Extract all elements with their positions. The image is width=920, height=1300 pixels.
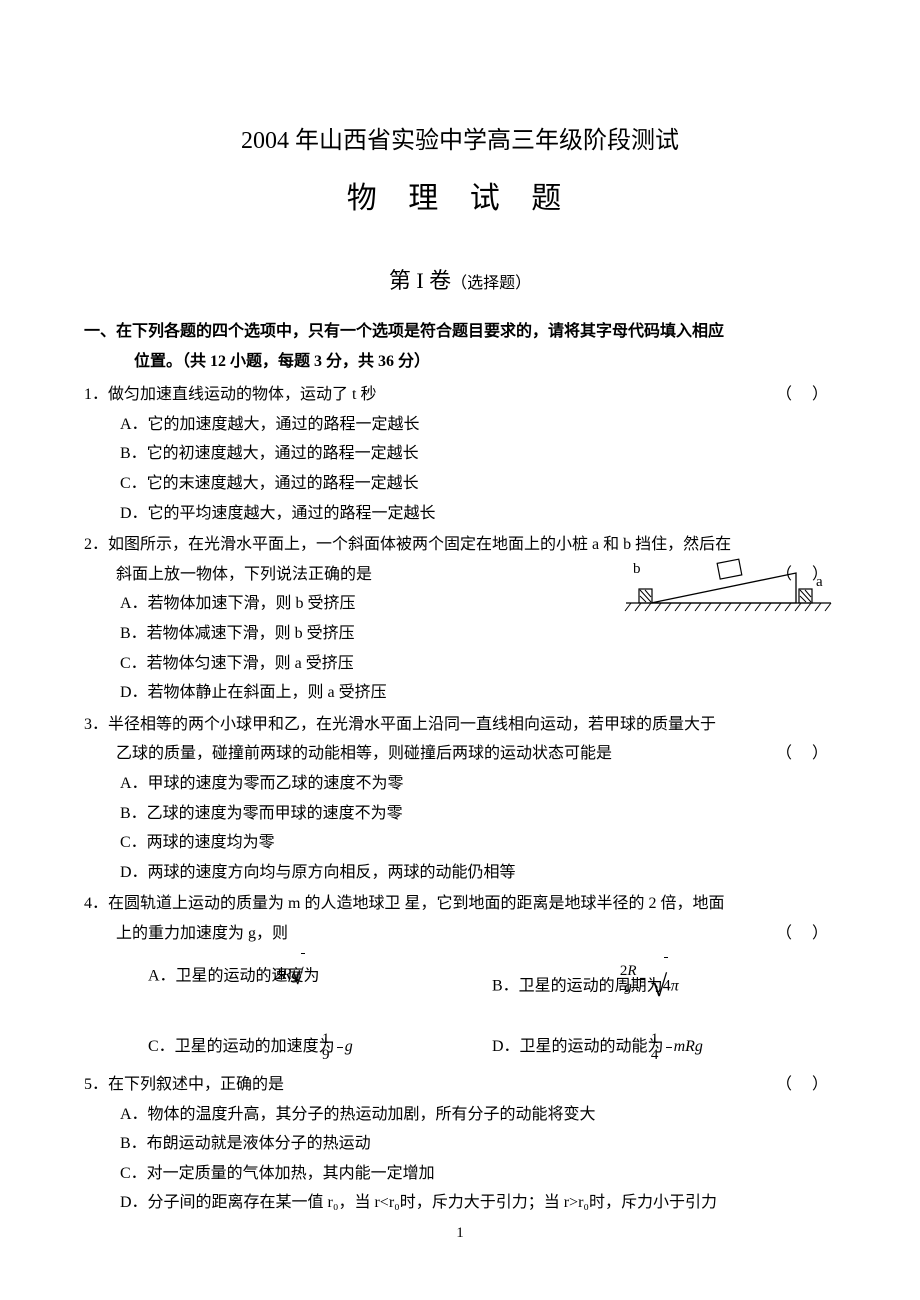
q1-paren: （ ） xyxy=(808,380,836,410)
q5-num: 5． xyxy=(84,1076,108,1093)
q3-opt-b: B．乙球的速度为零而甲球的速度不为零 xyxy=(84,799,836,829)
q2-figure: b a xyxy=(621,553,836,620)
question-1: 1．做匀加速直线运动的物体，运动了 t 秒 （ ） A．它的加速度越大，通过的路… xyxy=(84,380,836,528)
q3-text1: 半径相等的两个小球甲和乙，在光滑水平面上沿同一直线相向运动，若甲球的质量大于 xyxy=(108,716,716,733)
q4-paren: （ ） xyxy=(776,919,836,949)
q1-stem: 1．做匀加速直线运动的物体，运动了 t 秒 （ ） xyxy=(84,380,836,410)
question-5: 5．在下列叙述中，正确的是 （ ） A．物体的温度升高，其分子的热运动加剧，所有… xyxy=(84,1070,836,1218)
exam-page: 2004 年山西省实验中学高三年级阶段测试 物 理 试 题 第 I 卷（选择题）… xyxy=(0,0,920,1300)
q3-paren: （ ） xyxy=(776,739,836,769)
q4-stem-cont: 上的重力加速度为 g，则 （ ） xyxy=(84,919,836,949)
q5-opt-a: A．物体的温度升高，其分子的热运动加剧，所有分子的动能将变大 xyxy=(84,1100,836,1130)
q4-text2: 上的重力加速度为 g，则 xyxy=(116,925,288,942)
q2-text1: 如图所示，在光滑水平面上，一个斜面体被两个固定在地面上的小桩 a 和 b 挡住，… xyxy=(108,536,731,553)
section-header: 第 I 卷（选择题） xyxy=(84,263,836,295)
q4-opt-b: B．卫星的运动的周期为4π√2Rg xyxy=(492,948,836,1026)
q5-opt-c: C．对一定质量的气体加热，其内能一定增加 xyxy=(84,1159,836,1189)
q4c-tail: g xyxy=(345,1038,353,1055)
q4-row-cd: C．卫星的运动的加速度为19g D．卫星的运动的动能为14mRg xyxy=(84,1026,836,1068)
q3-num: 3． xyxy=(84,716,108,733)
q1-opt-a: A．它的加速度越大，通过的路程一定越长 xyxy=(84,410,836,440)
q2-opt-c: C．若物体匀速下滑，则 a 受挤压 xyxy=(84,649,836,679)
q3-stem: 3．半径相等的两个小球甲和乙，在光滑水平面上沿同一直线相向运动，若甲球的质量大于 xyxy=(84,710,836,740)
q3-stem-cont: 乙球的质量，碰撞前两球的动能相等，则碰撞后两球的运动状态可能是 （ ） xyxy=(84,739,836,769)
q4b-sqrt: √2Rg xyxy=(679,948,680,1026)
q4c-frac: 19 xyxy=(337,1032,343,1065)
instruction-line1: 在下列各题的四个选项中，只有一个选项是符合题目要求的，请将其字母代码填入相应 xyxy=(116,323,724,340)
fig-label-a: a xyxy=(816,574,823,590)
q3-opt-c: C．两球的速度均为零 xyxy=(84,828,836,858)
question-4: 4．在圆轨道上运动的质量为 m 的人造地球卫 星，它到地面的距离是地球半径的 2… xyxy=(84,889,836,1068)
q4d-prefix: D．卫星的运动的动能为 xyxy=(492,1038,664,1055)
q4-num: 4． xyxy=(84,895,108,912)
q1-opt-b: B．它的初速度越大，通过的路程一定越长 xyxy=(84,439,836,469)
q2-opt-d: D．若物体静止在斜面上，则 a 受挤压 xyxy=(84,678,836,708)
q5-text: 在下列叙述中，正确的是 xyxy=(108,1076,284,1093)
q5-opt-b: B．布朗运动就是液体分子的热运动 xyxy=(84,1129,836,1159)
q4-row-ab: A．卫星的运动的速度为√2Rg B．卫星的运动的周期为4π√2Rg xyxy=(84,948,836,1026)
section-note: （选择题） xyxy=(451,275,531,292)
section-label: 第 I 卷 xyxy=(389,268,451,293)
q4c-prefix: C．卫星的运动的加速度为 xyxy=(148,1038,335,1055)
q4a-sqrt: √2Rg xyxy=(320,948,321,1005)
q3-text2: 乙球的质量，碰撞前两球的动能相等，则碰撞后两球的运动状态可能是 xyxy=(116,745,612,762)
q2-num: 2． xyxy=(84,536,108,553)
q5-paren: （ ） xyxy=(808,1070,836,1100)
instruction-line2: 位置。（共 12 小题，每题 3 分，共 36 分） xyxy=(134,353,430,370)
q4d-frac: 14 xyxy=(666,1032,672,1065)
q4-stem: 4．在圆轨道上运动的质量为 m 的人造地球卫 星，它到地面的距离是地球半径的 2… xyxy=(84,889,836,919)
q2-opt-b: B．若物体减速下滑，则 b 受挤压 xyxy=(84,619,836,649)
q4-opt-d: D．卫星的运动的动能为14mRg xyxy=(492,1026,836,1068)
q1-opt-d: D．它的平均速度越大，通过的路程一定越长 xyxy=(84,499,836,529)
q4d-tail: mRg xyxy=(674,1038,703,1055)
q5-opt-d: D．分子间的距离存在某一值 r₀，当 r<r₀时，斥力大于引力；当 r>r₀时，… xyxy=(84,1188,836,1218)
fig-label-b: b xyxy=(633,561,641,577)
question-3: 3．半径相等的两个小球甲和乙，在光滑水平面上沿同一直线相向运动，若甲球的质量大于… xyxy=(84,710,836,888)
q1-text: 做匀加速直线运动的物体，运动了 t 秒 xyxy=(108,386,376,403)
q3-opt-d: D．两球的速度方向均与原方向相反，两球的动能仍相等 xyxy=(84,858,836,888)
instruction-prefix: 一、 xyxy=(84,323,116,340)
q4-opt-c: C．卫星的运动的加速度为19g xyxy=(148,1026,492,1068)
instruction: 一、在下列各题的四个选项中，只有一个选项是符合题目要求的，请将其字母代码填入相应… xyxy=(84,317,836,376)
q4-text1: 在圆轨道上运动的质量为 m 的人造地球卫 星，它到地面的距离是地球半径的 2 倍… xyxy=(108,895,724,912)
q3-opt-a: A．甲球的速度为零而乙球的速度不为零 xyxy=(84,769,836,799)
title-subject: 物 理 试 题 xyxy=(84,173,836,217)
q2-text2: 斜面上放一物体，下列说法正确的是 xyxy=(116,566,372,583)
q5-stem: 5．在下列叙述中，正确的是 （ ） xyxy=(84,1070,836,1100)
title-main: 2004 年山西省实验中学高三年级阶段测试 xyxy=(84,120,836,155)
q1-num: 1． xyxy=(84,386,108,403)
page-number: 1 xyxy=(0,1225,920,1242)
q1-opt-c: C．它的末速度越大，通过的路程一定越长 xyxy=(84,469,836,499)
q4-opt-a: A．卫星的运动的速度为√2Rg xyxy=(148,948,492,1026)
